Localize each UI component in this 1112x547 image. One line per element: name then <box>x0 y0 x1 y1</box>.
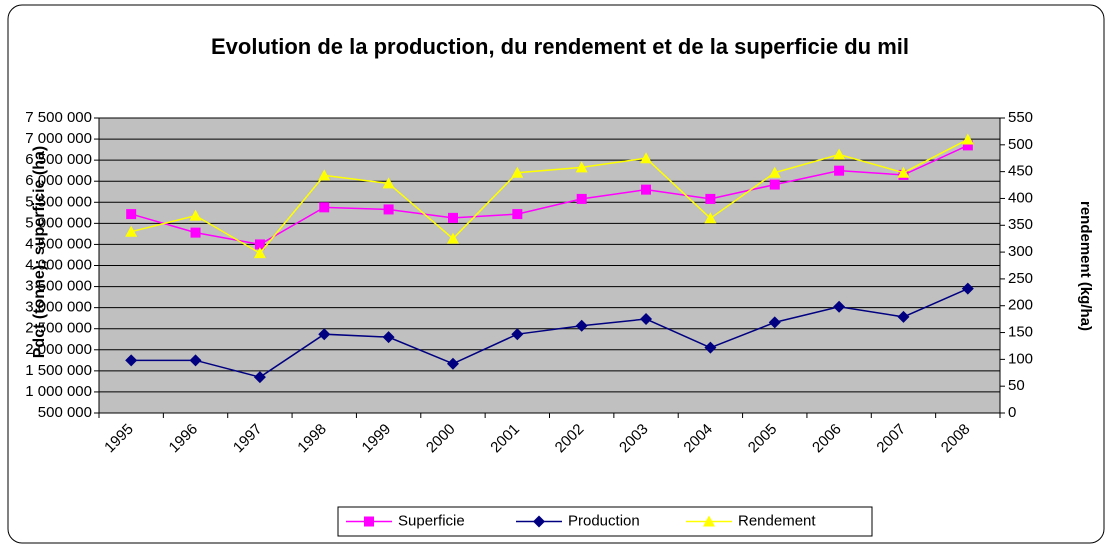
y-tick-label: 7 000 000 <box>25 130 92 147</box>
y2-tick-label: 400 <box>1008 189 1033 206</box>
data-point <box>318 328 331 341</box>
legend-marker <box>533 515 545 528</box>
data-point <box>383 204 394 215</box>
y2-tick-label: 550 <box>1008 109 1033 126</box>
data-point <box>189 209 202 221</box>
y2-tick-label: 100 <box>1008 350 1033 367</box>
data-point <box>318 169 331 181</box>
y-tick-label: 3 500 000 <box>25 278 92 295</box>
data-point <box>254 239 265 250</box>
data-point <box>769 179 780 190</box>
series-line <box>130 144 969 246</box>
y-axis-label: Pdct (tonne); superficie (ha) <box>31 145 48 359</box>
series-line <box>131 287 969 378</box>
data-point <box>704 212 717 224</box>
data-point <box>768 316 781 329</box>
data-point <box>253 247 266 259</box>
data-point <box>446 357 459 370</box>
y2-axis-label: rendement (kg/ha) <box>1077 201 1094 331</box>
data-point <box>640 152 653 164</box>
y-tick-label: 4 500 000 <box>25 235 92 252</box>
y2-tick-label: 0 <box>1008 404 1016 421</box>
data-point <box>704 341 717 354</box>
data-point <box>575 319 588 332</box>
legend-marker <box>364 516 374 527</box>
data-point <box>834 165 845 176</box>
data-point <box>125 225 138 237</box>
data-point <box>512 209 523 220</box>
y2-tick-label: 300 <box>1008 243 1033 260</box>
y-tick-label: 2 000 000 <box>25 341 92 358</box>
data-point <box>446 232 459 244</box>
data-point <box>640 313 653 326</box>
y-tick-label: 5 000 000 <box>25 214 92 231</box>
data-point <box>641 184 652 195</box>
y2-tick-label: 450 <box>1008 163 1033 180</box>
data-point <box>190 227 201 238</box>
y-tick-label: 500 000 <box>38 404 92 421</box>
data-point <box>576 193 587 204</box>
y-tick-label: 4 000 000 <box>25 256 92 273</box>
y-tick-label: 6 500 000 <box>25 151 92 168</box>
data-point <box>705 193 716 204</box>
y2-tick-label: 350 <box>1008 216 1033 233</box>
data-point <box>897 166 910 178</box>
data-point <box>253 371 266 384</box>
y2-tick-label: 500 <box>1008 136 1033 153</box>
legend-label: Rendement <box>738 512 816 529</box>
y2-tick-label: 200 <box>1008 297 1033 314</box>
y-tick-label: 6 000 000 <box>25 172 92 189</box>
data-point <box>897 310 910 323</box>
data-point <box>447 212 458 223</box>
y-tick-label: 1 500 000 <box>25 362 92 379</box>
data-point <box>382 331 395 344</box>
legend-box <box>337 506 873 537</box>
data-point <box>768 166 781 178</box>
y2-tick-label: 250 <box>1008 270 1033 287</box>
series-line <box>130 138 969 255</box>
data-point <box>833 148 846 160</box>
y-tick-label: 2 500 000 <box>25 320 92 337</box>
data-point <box>126 209 137 220</box>
data-point <box>962 140 973 151</box>
legend-label: Production <box>568 512 640 529</box>
chart-title: Evolution de la production, du rendement… <box>211 34 909 59</box>
y-tick-label: 5 500 000 <box>25 193 92 210</box>
legend-label: Superficie <box>398 512 465 529</box>
data-point <box>575 161 588 173</box>
y-tick-label: 1 000 000 <box>25 383 92 400</box>
data-point <box>382 177 395 189</box>
data-point <box>833 300 846 313</box>
y-tick-label: 7 500 000 <box>25 109 92 126</box>
data-point <box>511 328 524 341</box>
legend-marker <box>703 515 715 527</box>
y-tick-label: 3 000 000 <box>25 299 92 316</box>
data-point <box>319 202 330 213</box>
y2-tick-label: 150 <box>1008 324 1033 341</box>
y2-tick-label: 50 <box>1008 377 1025 394</box>
data-point <box>189 354 202 367</box>
data-point <box>961 282 974 295</box>
data-point <box>125 354 138 367</box>
data-point <box>961 133 974 145</box>
data-point <box>511 166 524 178</box>
